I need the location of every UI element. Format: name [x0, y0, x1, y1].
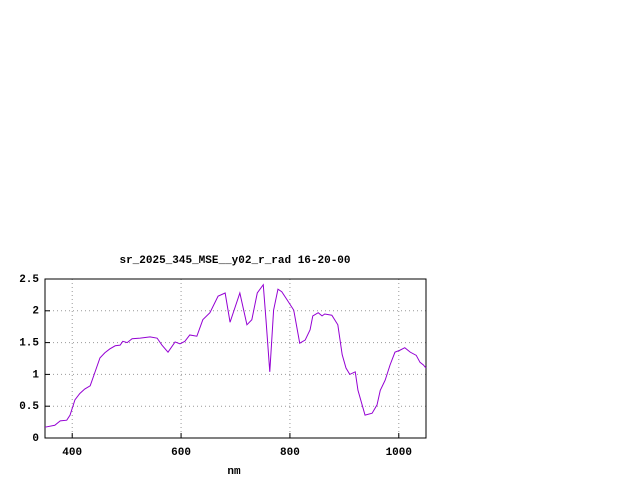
y-tick-label: 0 [32, 433, 39, 445]
y-tick-label: 2.5 [19, 274, 39, 286]
x-axis-label: nm [227, 466, 241, 478]
y-tick-label: 2 [32, 306, 39, 318]
y-tick-label: 0.5 [19, 401, 39, 413]
chart-title: sr_2025_345_MSE__y02_r_rad 16-20-00 [119, 255, 350, 267]
x-tick-label: 1000 [386, 447, 412, 459]
x-tick-label: 600 [171, 447, 191, 459]
x-tick-label: 400 [62, 447, 82, 459]
y-tick-label: 1 [32, 369, 39, 381]
x-tick-label: 800 [280, 447, 300, 459]
plot-border [44, 278, 427, 439]
data-line [44, 283, 427, 428]
y-tick-label: 1.5 [19, 338, 39, 350]
